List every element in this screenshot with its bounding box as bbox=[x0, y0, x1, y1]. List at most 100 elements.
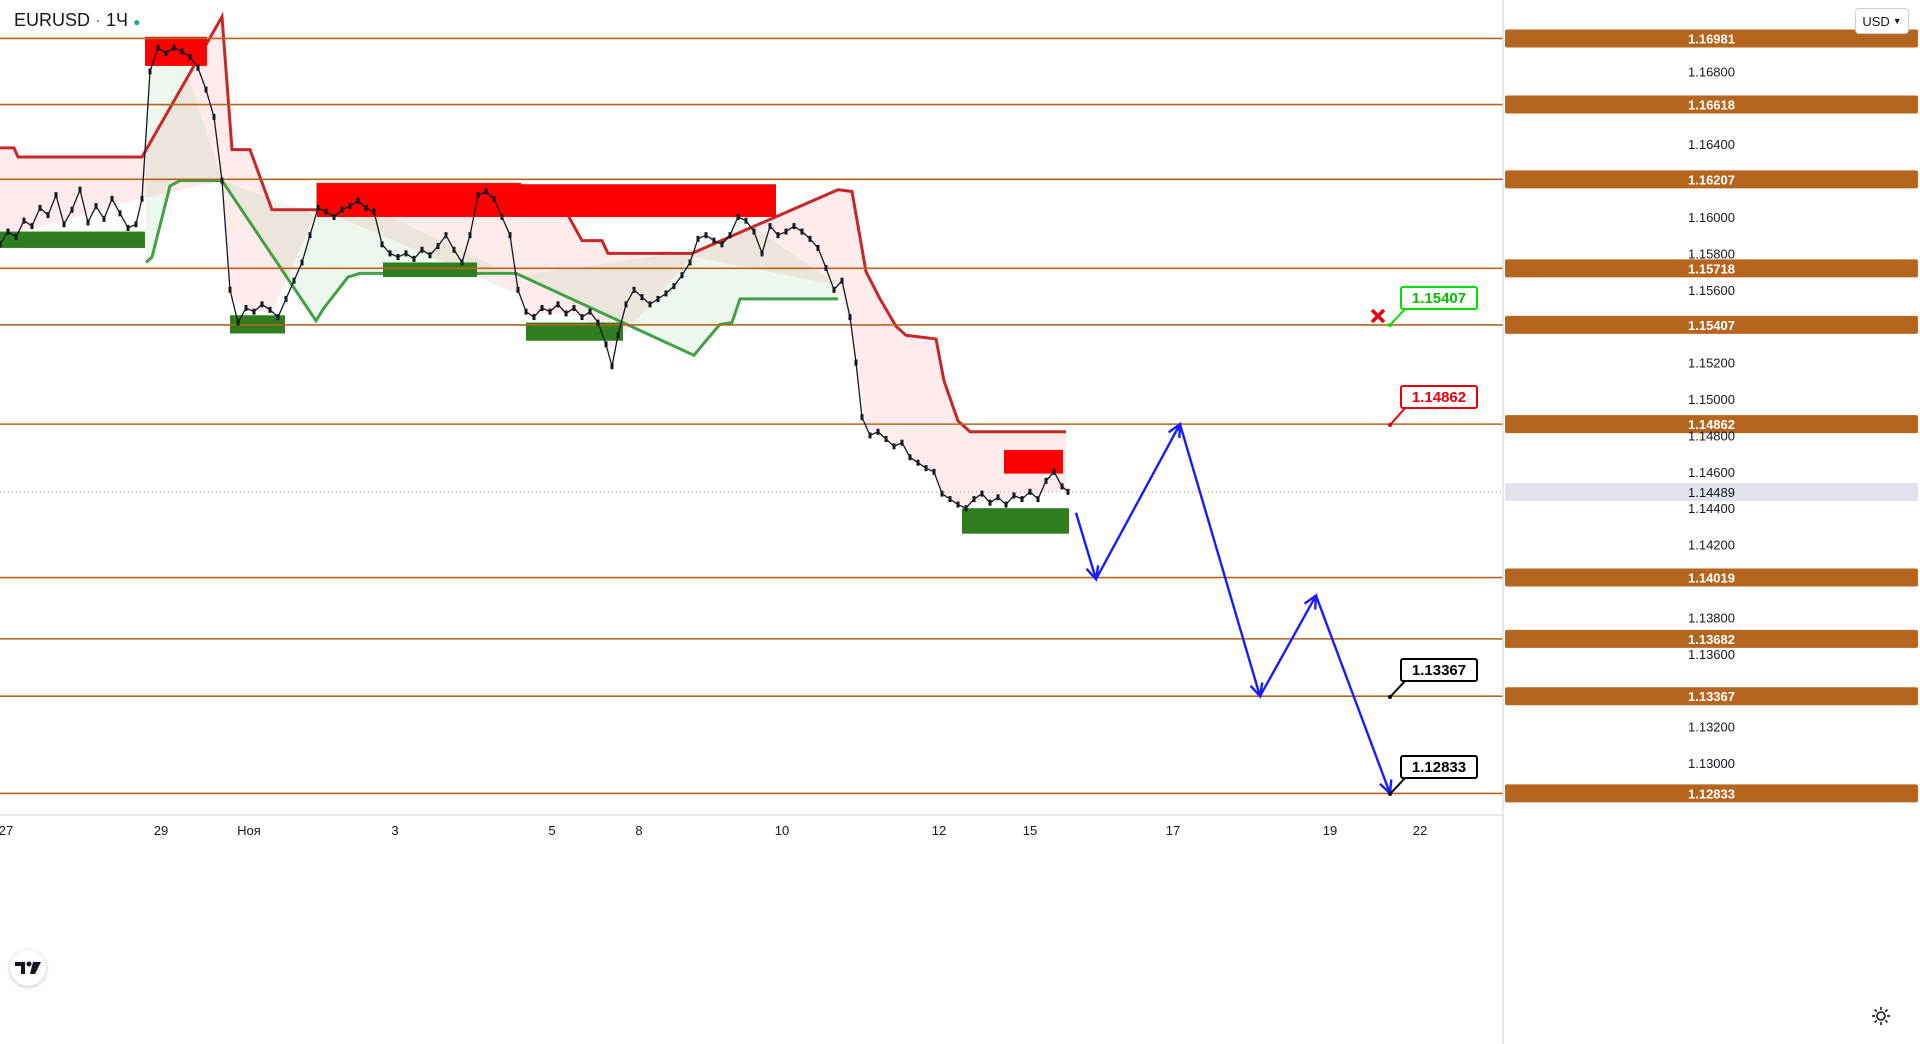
callout-box[interactable] bbox=[1400, 658, 1478, 682]
price-point bbox=[140, 195, 144, 202]
price-point bbox=[640, 294, 644, 301]
price-point bbox=[14, 234, 18, 241]
y-tick-label: 1.14800 bbox=[1688, 428, 1735, 443]
price-point bbox=[1028, 488, 1032, 495]
price-point bbox=[452, 246, 456, 253]
price-point bbox=[604, 341, 608, 348]
price-point bbox=[696, 235, 700, 242]
price-series-line bbox=[0, 46, 1069, 509]
level-badge bbox=[1505, 415, 1918, 434]
price-point bbox=[30, 223, 34, 230]
price-point bbox=[532, 314, 536, 321]
x-tick-label: 8 bbox=[635, 823, 642, 838]
price-point bbox=[744, 217, 748, 224]
level-badge bbox=[1505, 629, 1918, 648]
price-point bbox=[916, 459, 920, 466]
price-point bbox=[924, 465, 928, 472]
currency-selector[interactable]: USD ▼ bbox=[1855, 8, 1909, 34]
demand-zone bbox=[962, 508, 1069, 534]
level-badge-text: 1.13682 bbox=[1688, 632, 1735, 647]
forecast-segment bbox=[1178, 423, 1262, 697]
price-point bbox=[460, 259, 464, 266]
currency-label: USD bbox=[1862, 13, 1890, 29]
symbol-title[interactable]: EURUSD · 1Ч ● bbox=[14, 10, 141, 30]
y-tick-label: 1.16000 bbox=[1688, 210, 1735, 225]
price-point bbox=[316, 204, 320, 211]
y-tick-label: 1.15800 bbox=[1688, 246, 1735, 261]
price-point bbox=[172, 44, 176, 51]
price-point bbox=[388, 250, 392, 257]
callout-box[interactable] bbox=[1400, 286, 1478, 310]
price-point bbox=[792, 223, 796, 230]
current-price-text: 1.14489 bbox=[1688, 485, 1735, 500]
level-badge bbox=[1505, 315, 1918, 334]
price-point bbox=[540, 305, 544, 311]
level-badge-text: 1.14862 bbox=[1688, 417, 1735, 432]
price-point bbox=[308, 232, 312, 239]
price-point bbox=[996, 494, 1000, 501]
y-tick-label: 1.15000 bbox=[1688, 392, 1735, 407]
price-point bbox=[292, 277, 296, 284]
price-point bbox=[956, 501, 960, 508]
callout-box[interactable] bbox=[1400, 385, 1478, 409]
y-tick-label: 1.14200 bbox=[1688, 538, 1735, 553]
status-dot-icon: ● bbox=[133, 15, 141, 29]
price-point bbox=[476, 192, 480, 199]
price-point bbox=[548, 308, 552, 315]
price-point bbox=[672, 283, 676, 290]
price-point bbox=[180, 48, 184, 55]
price-point bbox=[78, 186, 82, 193]
price-point bbox=[840, 277, 844, 284]
price-point bbox=[204, 86, 208, 93]
price-point bbox=[6, 228, 10, 235]
x-tick-label: 22 bbox=[1413, 823, 1427, 838]
price-point bbox=[854, 359, 858, 366]
price-point bbox=[832, 286, 836, 293]
price-point bbox=[300, 259, 304, 266]
forecast-segment bbox=[1314, 595, 1392, 794]
price-point bbox=[712, 237, 716, 244]
level-badge-text: 1.16981 bbox=[1688, 31, 1735, 46]
forecast-segment bbox=[1258, 594, 1318, 697]
level-badge-text: 1.16618 bbox=[1688, 98, 1735, 113]
callout-text: 1.14862 bbox=[1412, 389, 1466, 406]
tradingview-logo-icon[interactable] bbox=[10, 950, 46, 986]
price-point bbox=[760, 250, 764, 257]
price-point bbox=[940, 490, 944, 497]
price-point bbox=[236, 319, 240, 326]
level-badge-text: 1.15407 bbox=[1688, 318, 1735, 333]
price-point bbox=[428, 252, 432, 259]
price-point bbox=[964, 505, 968, 512]
y-tick-label: 1.13200 bbox=[1688, 720, 1735, 735]
price-point bbox=[972, 496, 976, 503]
interval-label[interactable]: 1Ч bbox=[106, 10, 129, 30]
close-icon bbox=[1370, 308, 1386, 324]
level-badge-text: 1.16207 bbox=[1688, 172, 1735, 187]
callout-box[interactable] bbox=[1400, 755, 1478, 779]
price-point bbox=[492, 195, 496, 202]
x-tick-label: 3 bbox=[391, 823, 398, 838]
demand-zone bbox=[526, 322, 623, 341]
callout-text: 1.15407 bbox=[1412, 290, 1466, 307]
level-badge bbox=[1505, 259, 1918, 278]
price-point bbox=[1044, 477, 1048, 484]
price-point bbox=[848, 314, 852, 321]
price-point bbox=[776, 232, 780, 239]
gear-icon[interactable] bbox=[1868, 1003, 1894, 1029]
level-badge bbox=[1505, 784, 1918, 803]
price-point bbox=[276, 314, 280, 321]
level-badge bbox=[1505, 568, 1918, 587]
price-point bbox=[356, 197, 360, 204]
price-point bbox=[816, 244, 820, 251]
callout-anchor bbox=[1388, 792, 1392, 796]
price-point bbox=[720, 241, 724, 248]
price-point bbox=[860, 414, 864, 421]
price-point bbox=[332, 214, 336, 220]
price-point bbox=[148, 68, 152, 75]
price-point bbox=[340, 206, 344, 213]
price-point bbox=[768, 223, 772, 230]
demand-zone bbox=[0, 231, 145, 248]
price-point bbox=[228, 286, 232, 293]
price-point bbox=[1012, 492, 1016, 499]
